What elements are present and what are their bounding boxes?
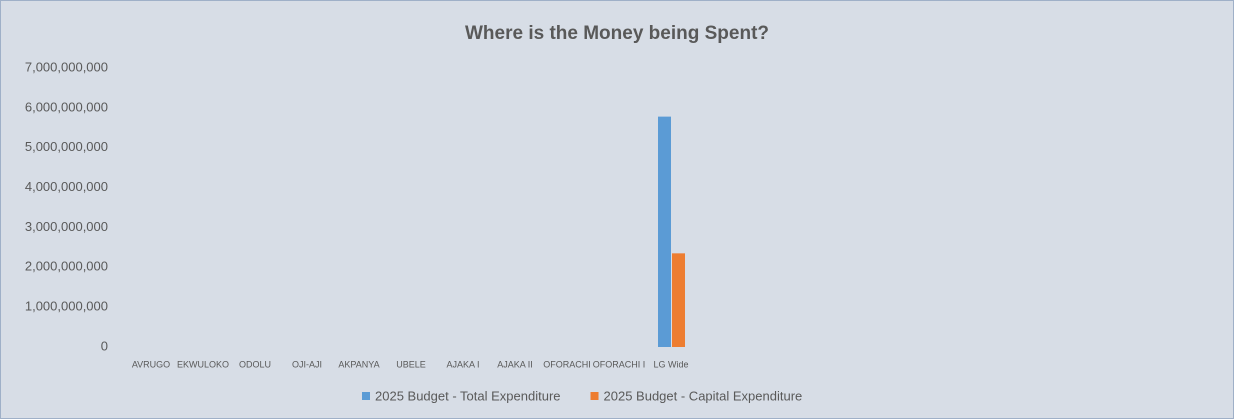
x-tick-label: AJAKA II (497, 359, 533, 369)
x-tick-label: OJI-AJI (292, 359, 322, 369)
y-tick-label: 3,000,000,000 (25, 219, 108, 234)
x-tick-label: OFORACHI (543, 359, 591, 369)
y-tick-label: 7,000,000,000 (25, 59, 108, 74)
legend-swatch (590, 392, 599, 400)
x-tick-label: ODOLU (239, 359, 271, 369)
bar (672, 253, 685, 347)
x-tick-label: AKPANYA (338, 359, 379, 369)
chart-title: Where is the Money being Spent? (465, 23, 769, 44)
y-tick-label: 1,000,000,000 (25, 299, 108, 314)
legend-label: 2025 Budget - Capital Expenditure (604, 388, 803, 403)
x-tick-label: EKWULOKO (177, 359, 229, 369)
bar (658, 116, 671, 347)
legend-label: 2025 Budget - Total Expenditure (375, 388, 561, 403)
x-tick-label: LG Wide (653, 359, 688, 369)
x-tick-label: OFORACHI I (593, 359, 646, 369)
y-tick-label: 6,000,000,000 (25, 99, 108, 114)
y-tick-label: 4,000,000,000 (25, 179, 108, 194)
y-tick-label: 2,000,000,000 (25, 259, 108, 274)
y-tick-label: 0 (101, 338, 108, 353)
x-tick-label: AJAKA I (446, 359, 479, 369)
y-tick-label: 5,000,000,000 (25, 139, 108, 154)
x-tick-label: AVRUGO (132, 359, 170, 369)
x-tick-label: UBELE (396, 359, 426, 369)
legend-swatch (362, 392, 370, 400)
